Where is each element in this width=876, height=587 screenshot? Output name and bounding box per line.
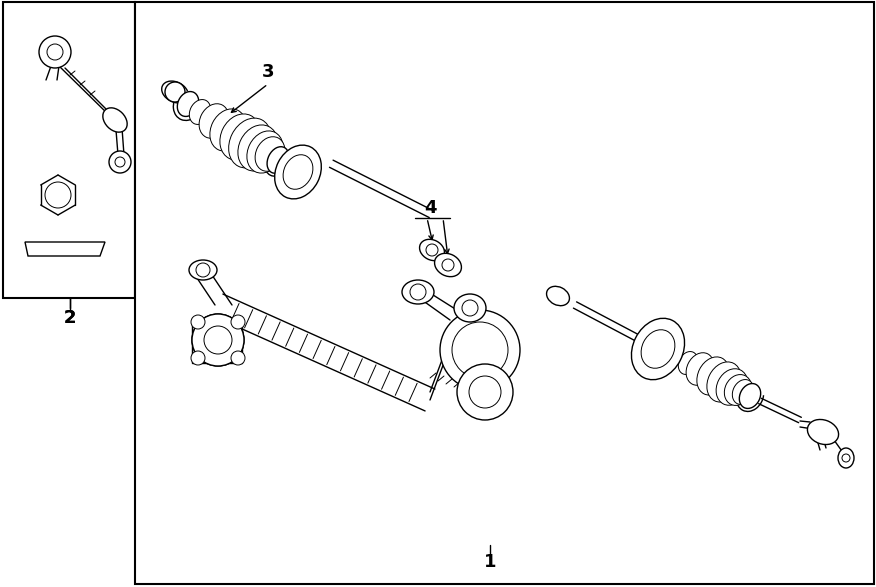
Ellipse shape	[220, 114, 260, 160]
Ellipse shape	[189, 100, 210, 124]
Ellipse shape	[454, 294, 486, 322]
Circle shape	[410, 284, 426, 300]
Ellipse shape	[420, 239, 444, 261]
Ellipse shape	[632, 318, 684, 380]
Circle shape	[440, 310, 520, 390]
Circle shape	[452, 322, 508, 378]
Bar	[135, 2, 874, 584]
Circle shape	[196, 263, 210, 277]
Ellipse shape	[238, 125, 278, 171]
Circle shape	[426, 244, 438, 256]
Circle shape	[192, 314, 244, 366]
Ellipse shape	[716, 369, 748, 405]
Ellipse shape	[267, 147, 289, 173]
Ellipse shape	[547, 286, 569, 306]
Ellipse shape	[255, 137, 285, 171]
Circle shape	[165, 82, 185, 102]
Bar	[192, 318, 242, 363]
Circle shape	[469, 376, 501, 408]
Circle shape	[462, 300, 478, 316]
Ellipse shape	[229, 118, 272, 168]
Ellipse shape	[247, 131, 283, 173]
Circle shape	[109, 151, 131, 173]
Ellipse shape	[724, 375, 752, 406]
Circle shape	[231, 315, 245, 329]
Text: 3: 3	[262, 63, 274, 81]
Circle shape	[191, 315, 205, 329]
Circle shape	[231, 351, 245, 365]
Circle shape	[192, 314, 244, 366]
Ellipse shape	[402, 280, 434, 304]
Ellipse shape	[102, 108, 127, 132]
Ellipse shape	[732, 380, 753, 404]
Circle shape	[442, 259, 454, 271]
Text: 4: 4	[424, 199, 436, 217]
Ellipse shape	[189, 260, 217, 280]
Bar	[3, 2, 135, 298]
Ellipse shape	[275, 145, 321, 199]
Circle shape	[842, 454, 850, 462]
Circle shape	[457, 364, 513, 420]
Ellipse shape	[283, 155, 313, 189]
Circle shape	[47, 44, 63, 60]
Circle shape	[45, 182, 71, 208]
Circle shape	[115, 157, 125, 167]
Ellipse shape	[697, 357, 729, 395]
Ellipse shape	[686, 353, 714, 385]
Text: 2: 2	[64, 309, 76, 327]
Ellipse shape	[199, 104, 229, 139]
Ellipse shape	[434, 254, 462, 276]
Ellipse shape	[739, 383, 760, 409]
Circle shape	[39, 36, 71, 68]
Circle shape	[204, 326, 232, 354]
Circle shape	[204, 326, 232, 354]
Circle shape	[191, 351, 205, 365]
Ellipse shape	[210, 109, 246, 151]
Polygon shape	[25, 242, 105, 256]
Ellipse shape	[678, 352, 697, 375]
Ellipse shape	[808, 420, 838, 444]
Ellipse shape	[838, 448, 854, 468]
Ellipse shape	[707, 362, 741, 402]
Ellipse shape	[641, 330, 675, 368]
Ellipse shape	[177, 92, 199, 116]
Text: 2: 2	[64, 309, 76, 327]
Text: 1: 1	[484, 553, 496, 571]
